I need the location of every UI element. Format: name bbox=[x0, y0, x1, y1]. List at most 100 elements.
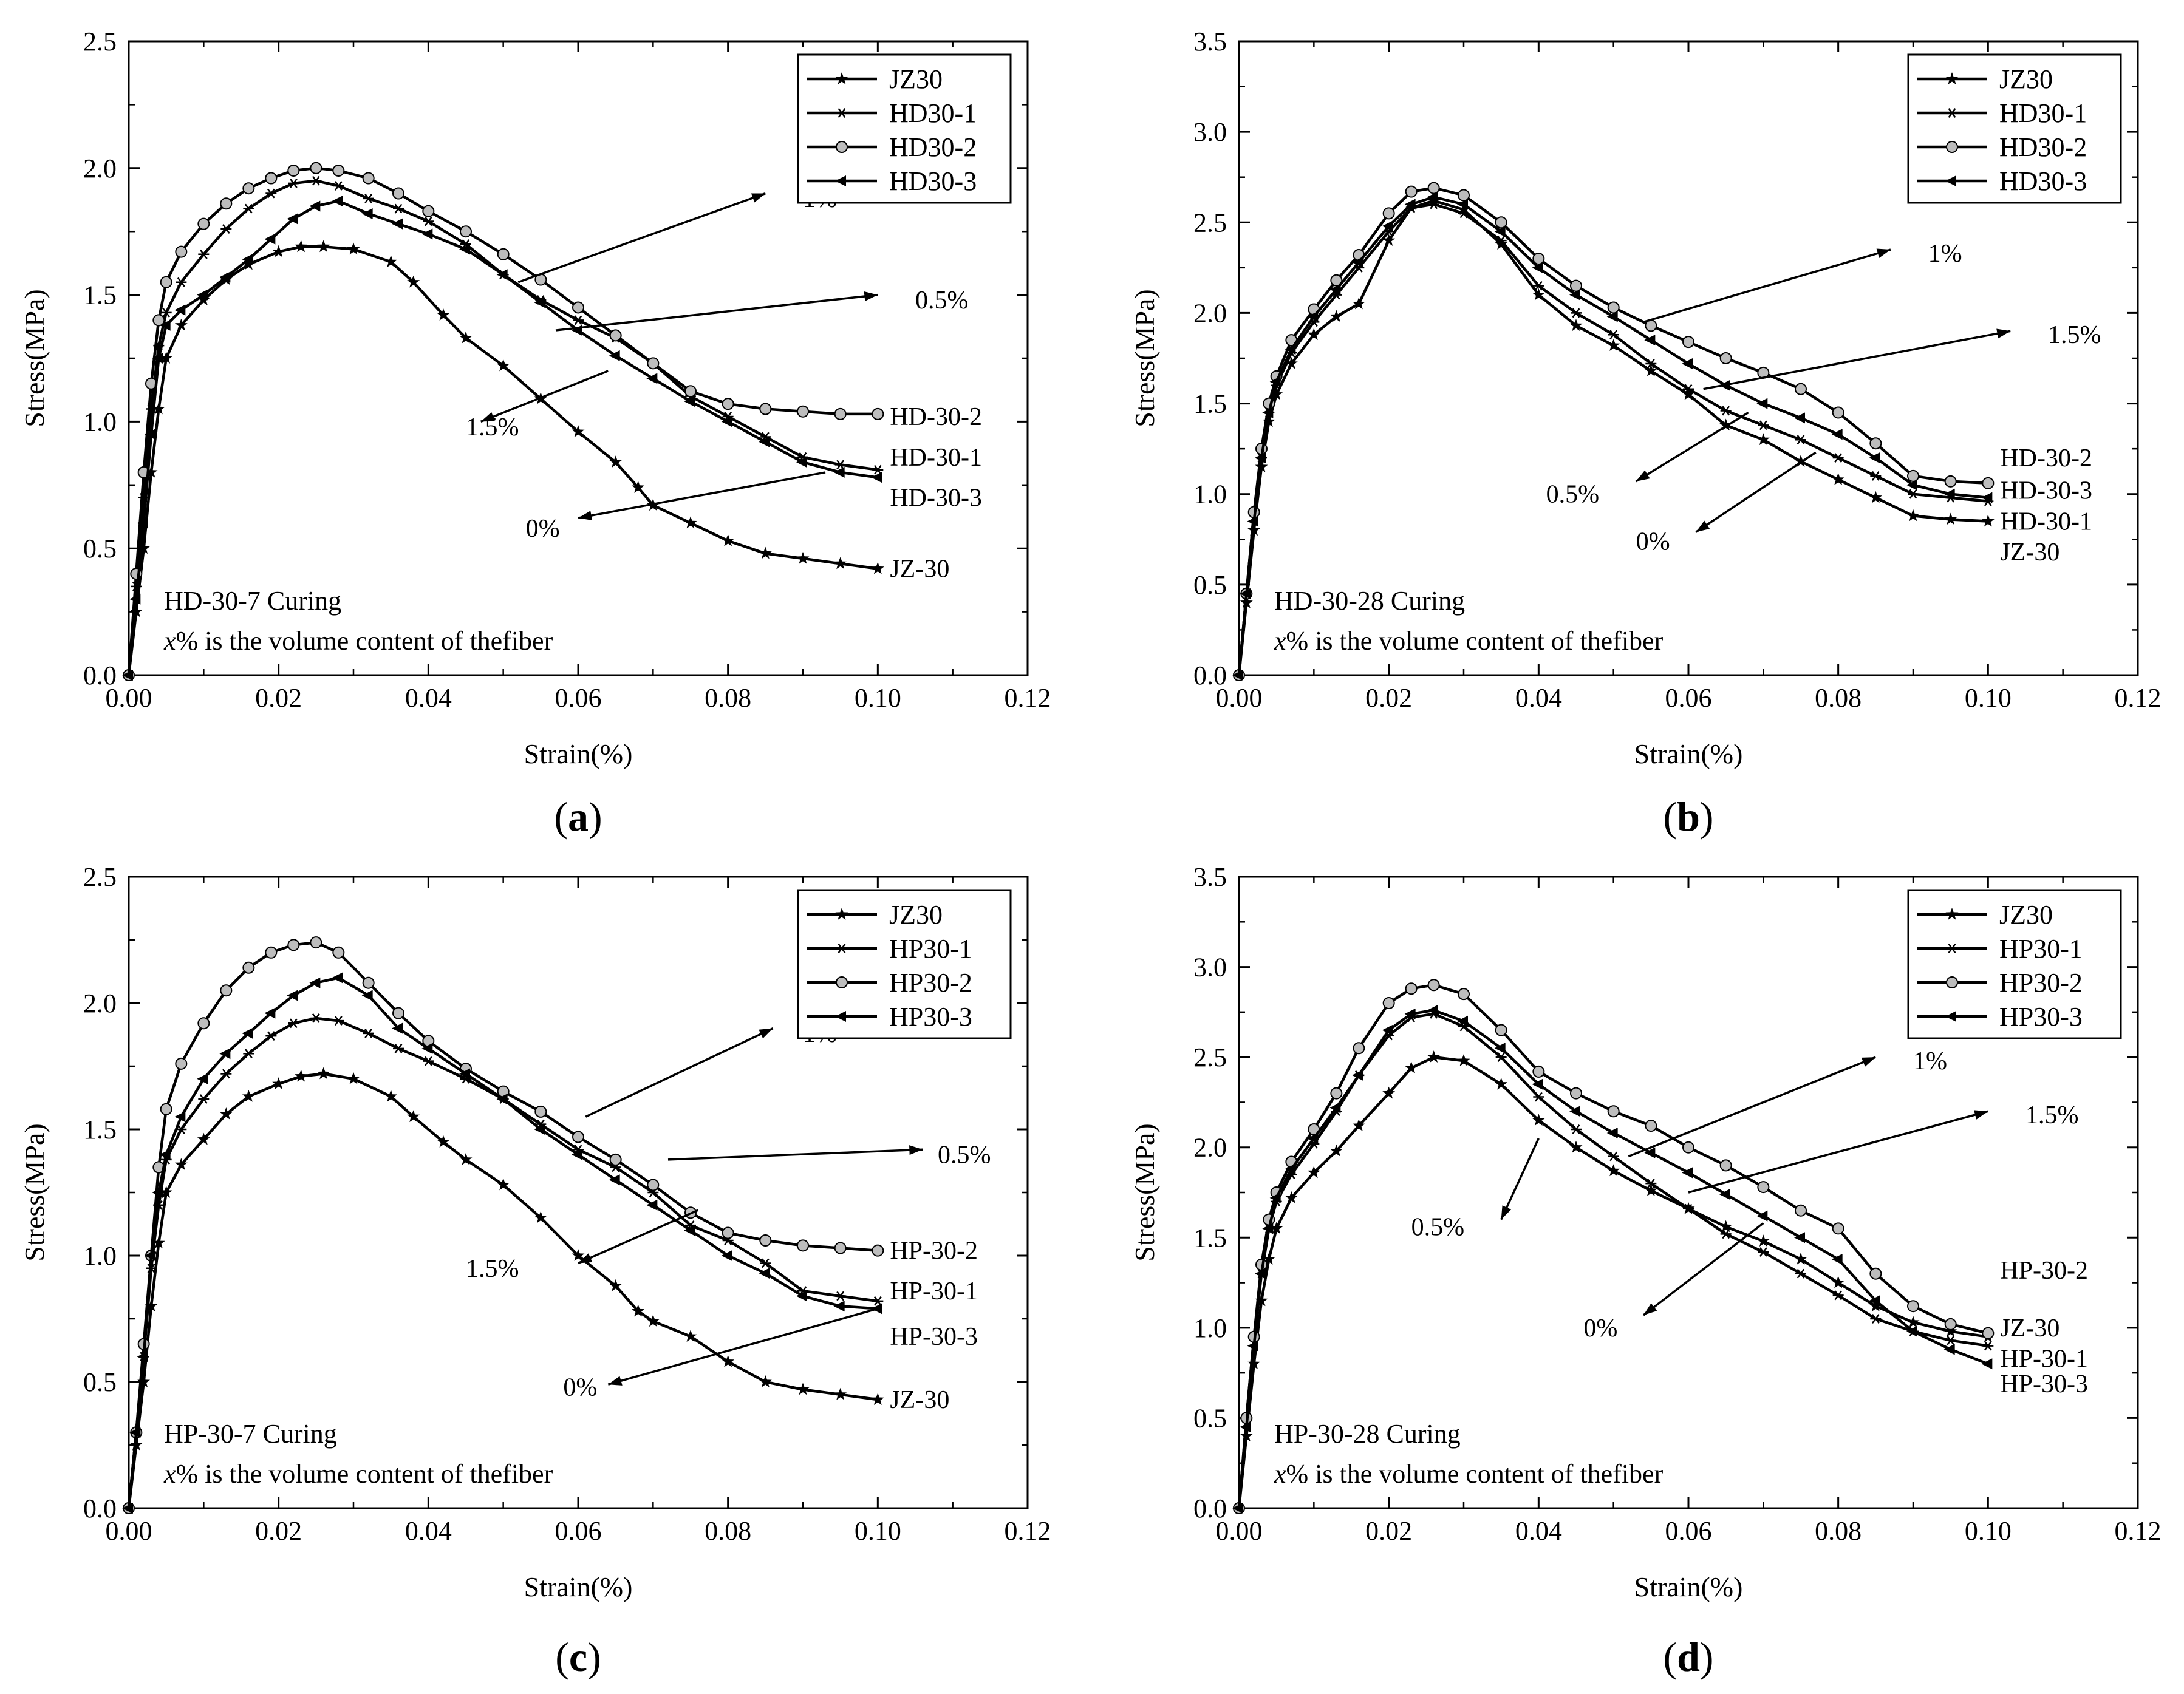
data-point bbox=[1427, 182, 1440, 194]
data-point bbox=[646, 1199, 658, 1211]
data-point bbox=[421, 228, 433, 240]
data-point bbox=[1427, 979, 1440, 992]
data-point bbox=[534, 1105, 547, 1118]
legend-marker bbox=[1947, 108, 1957, 118]
y-tick-label: 2.0 bbox=[83, 154, 117, 183]
data-point bbox=[1981, 1358, 1993, 1370]
data-point bbox=[1982, 1327, 1995, 1339]
data-point bbox=[459, 1068, 470, 1080]
data-point bbox=[534, 1124, 545, 1135]
data-point bbox=[160, 276, 172, 288]
data-point bbox=[220, 1069, 232, 1079]
data-point bbox=[1533, 1092, 1544, 1102]
data-point bbox=[1944, 1318, 1957, 1330]
annotation-arrow: 0% bbox=[1583, 1222, 1764, 1342]
data-point bbox=[759, 436, 770, 447]
data-point bbox=[287, 213, 298, 225]
x-tick-label: 0.02 bbox=[255, 683, 302, 713]
volume-note: x% is the volume content of thefiber bbox=[163, 626, 553, 656]
data-point bbox=[872, 1296, 884, 1306]
data-point bbox=[1682, 358, 1693, 369]
series-line bbox=[127, 1072, 878, 1509]
y-tick-label: 1.0 bbox=[83, 407, 117, 437]
data-point bbox=[1644, 1147, 1656, 1158]
y-tick-label: 1.5 bbox=[1193, 1223, 1227, 1253]
data-point bbox=[160, 1103, 172, 1115]
data-point bbox=[122, 670, 133, 681]
arrow-head bbox=[864, 291, 878, 301]
data-point bbox=[265, 946, 278, 959]
data-point bbox=[1405, 982, 1418, 995]
x-tick-label: 0.10 bbox=[1965, 1516, 2012, 1546]
data-point bbox=[796, 551, 810, 564]
data-point bbox=[1683, 1203, 1694, 1214]
data-point bbox=[1285, 1163, 1296, 1175]
x-axis-label: Strain(%) bbox=[1634, 1571, 1743, 1602]
arrow-head bbox=[480, 412, 496, 422]
data-point bbox=[1720, 406, 1732, 416]
data-point bbox=[834, 557, 847, 570]
data-point bbox=[1532, 288, 1545, 301]
annotation-arrow: 1.5% bbox=[1703, 321, 2101, 390]
x-tick-label: 0.08 bbox=[705, 683, 751, 713]
data-point bbox=[243, 1049, 254, 1059]
data-point bbox=[1794, 412, 1805, 424]
data-point bbox=[219, 271, 231, 283]
arrow-head bbox=[751, 193, 766, 203]
data-point bbox=[176, 277, 187, 287]
y-tick-label: 3.0 bbox=[1193, 953, 1227, 982]
annotation-arrow: 0.5% bbox=[1546, 411, 1749, 509]
data-point bbox=[361, 990, 373, 1001]
data-point bbox=[647, 1179, 660, 1191]
data-point bbox=[152, 402, 165, 415]
y-tick-label: 0.0 bbox=[83, 661, 117, 690]
data-point bbox=[684, 1225, 695, 1236]
legend-entry: HD30-1 bbox=[889, 98, 977, 128]
data-point bbox=[1495, 1052, 1507, 1063]
volume-note: x% is the volume content of thefiber bbox=[163, 1459, 553, 1489]
data-point bbox=[272, 1077, 285, 1089]
arrow-label: 0.5% bbox=[915, 287, 969, 315]
data-point bbox=[497, 1178, 510, 1191]
data-point bbox=[1382, 997, 1395, 1009]
data-point bbox=[1270, 387, 1283, 400]
legend-entry: HD30-3 bbox=[889, 166, 977, 196]
annotation-arrow: 0.5% bbox=[1411, 1138, 1540, 1241]
arrow-head bbox=[1696, 520, 1710, 532]
legend-marker bbox=[1947, 944, 1957, 953]
data-point bbox=[871, 472, 882, 483]
data-point bbox=[145, 1250, 155, 1261]
data-point bbox=[573, 315, 584, 325]
legend-entry: JZ30 bbox=[1999, 900, 2053, 930]
arrow-shaft bbox=[1643, 248, 1891, 324]
x-tick-label: 0.04 bbox=[1515, 683, 1562, 713]
x-tick-label: 0.12 bbox=[1005, 683, 1051, 713]
data-point bbox=[421, 1043, 433, 1054]
data-point bbox=[129, 593, 141, 605]
annotation-arrow: 0% bbox=[563, 1307, 878, 1401]
arrow-label: 0% bbox=[1636, 528, 1670, 556]
data-point bbox=[1945, 1335, 1956, 1345]
data-point bbox=[1869, 452, 1880, 464]
data-point bbox=[1907, 469, 1919, 482]
data-point bbox=[437, 1135, 450, 1148]
data-point bbox=[833, 1301, 845, 1312]
arrow-shaft bbox=[1688, 1110, 1988, 1194]
data-point bbox=[287, 164, 300, 177]
data-point bbox=[1352, 297, 1365, 310]
data-point bbox=[722, 1355, 735, 1367]
arrow-label: 1.5% bbox=[2048, 321, 2101, 349]
y-tick-label: 0.5 bbox=[83, 1367, 117, 1397]
data-point bbox=[264, 233, 276, 245]
data-point bbox=[759, 403, 772, 415]
data-point bbox=[220, 197, 233, 210]
data-point bbox=[1795, 1204, 1807, 1217]
data-point bbox=[1832, 472, 1845, 485]
data-point bbox=[1270, 1222, 1283, 1234]
arrow-shaft bbox=[517, 192, 766, 284]
data-point bbox=[1457, 199, 1468, 210]
x-tick-label: 0.06 bbox=[1665, 1516, 1712, 1546]
legend-marker bbox=[1946, 976, 1958, 988]
data-point bbox=[1255, 1294, 1268, 1307]
